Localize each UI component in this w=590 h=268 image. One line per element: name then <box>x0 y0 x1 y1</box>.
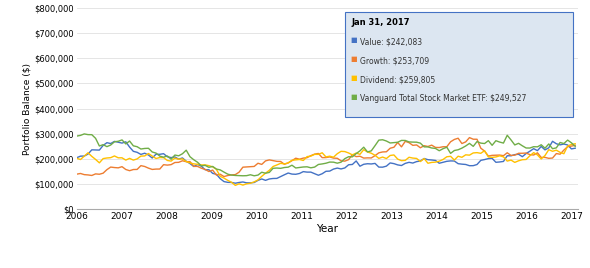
Text: Jan 31, 2017: Jan 31, 2017 <box>351 18 409 27</box>
Y-axis label: Portfolio Balance ($): Portfolio Balance ($) <box>22 62 31 155</box>
Text: ■: ■ <box>350 95 356 100</box>
Text: Growth: $253,709: Growth: $253,709 <box>360 56 429 65</box>
Text: ■: ■ <box>350 75 356 81</box>
Legend: Value, Growth, Dividend, Vanguard Total Stock Market ETF: Value, Growth, Dividend, Vanguard Total … <box>161 266 494 268</box>
Text: Vanguard Total Stock Market ETF: $249,527: Vanguard Total Stock Market ETF: $249,52… <box>360 95 526 103</box>
FancyBboxPatch shape <box>345 12 573 117</box>
Text: Value: $242,083: Value: $242,083 <box>360 37 422 46</box>
Text: ■: ■ <box>350 56 356 62</box>
Text: ■: ■ <box>350 37 356 43</box>
X-axis label: Year: Year <box>316 224 339 234</box>
Text: Dividend: $259,805: Dividend: $259,805 <box>360 75 435 84</box>
